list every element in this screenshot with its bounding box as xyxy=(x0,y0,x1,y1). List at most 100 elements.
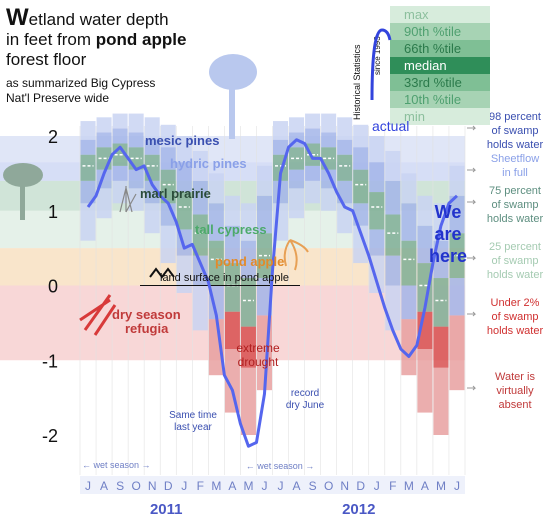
hist-bar-15-4 xyxy=(321,113,337,133)
band-label-3: tall cypress xyxy=(195,222,267,237)
x-tick-13: A xyxy=(293,479,301,493)
hist-bar-18-4 xyxy=(369,136,385,163)
right-note-0-2: holds water xyxy=(487,139,544,151)
hist-bar-17-3 xyxy=(353,147,369,170)
right-note-0-0: 98 percent xyxy=(489,111,541,123)
hist-bar-5-0 xyxy=(160,225,176,264)
right-note-3-2: holds water xyxy=(487,269,544,281)
legend-swatch-4 xyxy=(390,74,490,91)
hist-bar-11-4 xyxy=(256,165,272,196)
hist-bar-19-2 xyxy=(385,214,401,256)
we-are-here-2: here xyxy=(429,246,467,266)
hist-bar-14-1 xyxy=(305,165,321,181)
right-note-5-0: Water is xyxy=(495,371,535,383)
refugia-plant-icon xyxy=(79,294,117,336)
legend-actual-label: actual xyxy=(372,118,409,134)
right-arrow-2 xyxy=(467,199,477,205)
legend-item-5: 10th %tile xyxy=(404,92,461,107)
hist-bar-8-2 xyxy=(208,240,224,286)
legend-item-4: 33rd %tile xyxy=(404,75,462,90)
legend-item-1: 90th %tile xyxy=(404,24,461,39)
hist-bar-17-4 xyxy=(353,124,369,148)
title-bold: pond apple xyxy=(95,30,187,49)
hist-bar-4-1 xyxy=(144,180,160,204)
right-note-4-0: Under 2% xyxy=(491,297,540,309)
right-arrow-0 xyxy=(467,125,477,131)
hist-bar-16-3 xyxy=(337,139,353,155)
hist-bar-20-2 xyxy=(401,240,417,286)
hist-bar-21-0 xyxy=(417,349,433,413)
hist-bar-20-0 xyxy=(401,319,417,376)
x-tick-23: J xyxy=(454,479,460,493)
fern-icon xyxy=(283,239,309,271)
hist-bar-19-0 xyxy=(385,285,401,331)
legend-item-2: 66th %tile xyxy=(404,41,461,56)
hist-bar-2-3 xyxy=(112,128,128,144)
right-arrow-5 xyxy=(467,385,477,391)
actual-line xyxy=(86,138,459,448)
legend-actual-curve xyxy=(370,28,392,101)
legend-swatch-6 xyxy=(390,108,490,125)
hist-bar-4-3 xyxy=(144,139,160,155)
wet-season-1: ← wet season → xyxy=(82,460,151,470)
hist-bar-7-3 xyxy=(192,180,208,215)
hist-bar-6-4 xyxy=(176,136,192,163)
chart-subtitle: as summarized Big Cypress Nat'l Preserve… xyxy=(6,76,206,106)
hist-bar-19-1 xyxy=(385,255,401,286)
hist-bar-10-3 xyxy=(240,240,256,279)
hist-bar-9-2 xyxy=(224,263,240,312)
x-tick-9: A xyxy=(228,479,236,493)
x-tick-17: D xyxy=(356,479,365,493)
hist-bar-5-4 xyxy=(160,124,176,148)
hist-bar-14-0 xyxy=(305,180,321,204)
gridlines xyxy=(79,126,466,475)
x-tick-16: N xyxy=(340,479,349,493)
x-tick-1: A xyxy=(100,479,108,493)
hist-bar-11-1 xyxy=(256,278,272,316)
hist-bar-18-1 xyxy=(369,229,385,256)
hist-bar-22-1 xyxy=(433,326,449,368)
extreme-drought-1: drought xyxy=(238,355,279,369)
hist-bar-10-1 xyxy=(240,326,256,368)
same-time-0: Same time xyxy=(169,410,217,421)
hist-bar-13-4 xyxy=(289,117,305,133)
x-tick-8: M xyxy=(211,479,221,493)
hist-bar-2-1 xyxy=(112,165,128,181)
right-note-1-0: Sheetflow xyxy=(491,153,539,165)
hist-bar-21-3 xyxy=(417,225,433,264)
right-note-4-2: holds water xyxy=(487,325,544,337)
hist-bar-10-0 xyxy=(240,367,256,435)
x-tick-2: S xyxy=(116,479,124,493)
hist-bar-0-1 xyxy=(80,180,96,204)
hist-bar-23-3 xyxy=(449,195,465,234)
x-tick-4: N xyxy=(148,479,157,493)
right-note-3-0: 25 percent xyxy=(489,241,541,253)
legend-swatch-1 xyxy=(390,23,490,40)
hist-bar-9-1 xyxy=(224,311,240,350)
hist-bar-8-3 xyxy=(208,203,224,241)
cypress-tree-icon xyxy=(3,163,43,220)
hist-bar-0-0 xyxy=(80,203,96,241)
right-note-2-2: holds water xyxy=(487,213,544,225)
hist-bar-21-4 xyxy=(417,195,433,226)
hist-bar-16-0 xyxy=(337,203,353,234)
x-tick-0: J xyxy=(85,479,91,493)
hist-bar-6-0 xyxy=(176,255,192,293)
hist-bar-15-3 xyxy=(321,132,337,148)
hist-bar-7-4 xyxy=(192,150,208,181)
hist-bar-18-2 xyxy=(369,192,385,230)
legend-swatch-2 xyxy=(390,40,490,57)
title-initial: W xyxy=(6,4,29,31)
hist-bar-20-3 xyxy=(401,203,417,241)
hist-bar-10-2 xyxy=(240,278,256,327)
hist-bar-14-4 xyxy=(305,113,321,129)
hist-bar-22-2 xyxy=(433,278,449,327)
subtitle-line-1: as summarized Big Cypress xyxy=(6,76,156,90)
right-note-5-2: absent xyxy=(498,399,531,411)
hist-bar-4-2 xyxy=(144,154,160,181)
year-label-0: 2011 xyxy=(150,501,183,518)
hist-bar-3-0 xyxy=(128,188,144,211)
hist-bar-10-4 xyxy=(240,203,256,241)
hist-bar-17-0 xyxy=(353,225,369,264)
hist-bar-20-1 xyxy=(401,285,417,320)
